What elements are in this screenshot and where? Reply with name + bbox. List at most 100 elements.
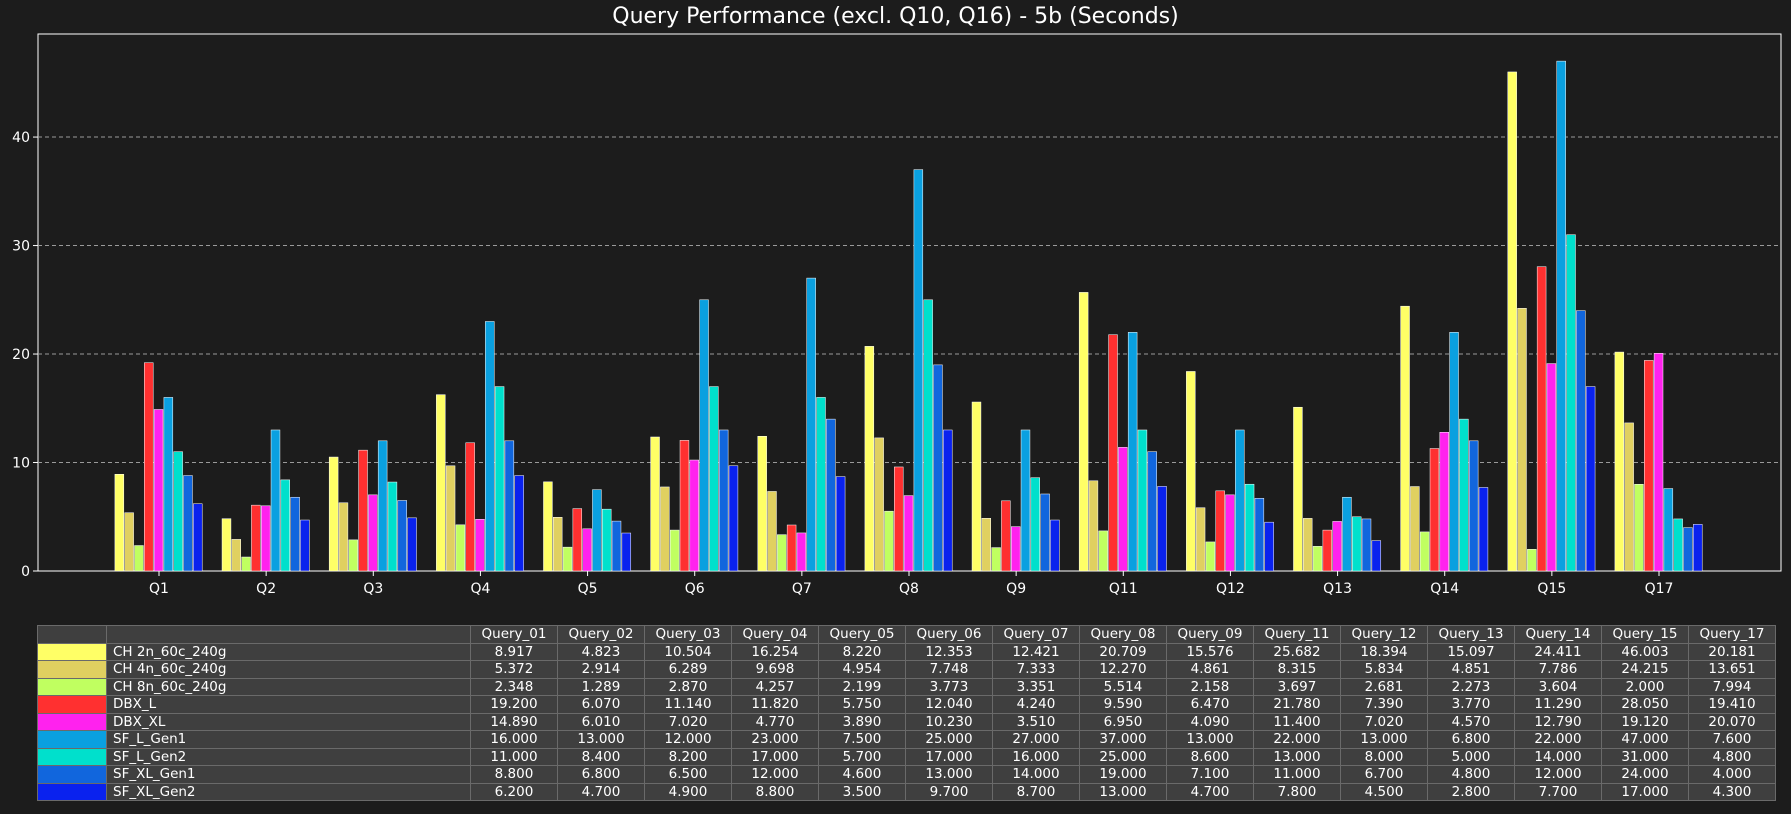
series-name: DBX_XL [106,712,471,731]
bar [1040,493,1050,572]
bar [1030,477,1040,572]
series-name: CH 8n_60c_240g [106,677,471,696]
table-cell: 3.500 [818,782,906,801]
legend-swatch [37,712,107,731]
x-tick-label: Q6 [685,581,705,597]
table-cell: 13.000 [1253,747,1341,766]
table-cell: 13.000 [1079,782,1167,801]
bar [1157,486,1167,572]
bar [1342,496,1352,572]
bar [1088,480,1099,572]
series-name: SF_L_Gen2 [106,747,471,766]
table-cell: 4.700 [1166,782,1254,801]
bar-chart: 0 10 20 30 40 Q1 Q2 Q3 Q4 Q5 Q6 Q7 Q8 Q9 Q11 Q12 Q13 Q14 Q… [12,33,1782,597]
bar [1361,518,1372,572]
table-cell: 7.020 [1340,712,1428,731]
table-body: CH 2n_60c_240g 8.917 4.823 10.504 16.254 8.22… [37,642,1776,801]
bar [1517,308,1527,572]
bar [1225,494,1235,572]
y-tick-label: 30 [12,239,30,255]
bar [1585,386,1596,572]
bar [494,386,505,572]
table-cell: 5.000 [1427,747,1515,766]
series-name: SF_L_Gen1 [106,730,471,749]
bar [1195,507,1206,572]
table-cell: 4.800 [1427,765,1515,784]
table-column-header: Query_06 [905,625,993,644]
bar [826,418,836,572]
bar [260,505,271,572]
table-cell: 11.290 [1514,695,1602,714]
table-cell: 4.900 [644,782,732,801]
table-column-header: Query_15 [1601,625,1689,644]
table-cell: 7.390 [1340,695,1428,714]
table-row: CH 4n_60c_240g 5.372 2.914 6.289 9.698 4.954 7… [37,660,1776,679]
bar [757,436,767,572]
bar [1449,332,1459,572]
x-tick-label: Q1 [149,581,169,597]
table-cell: 4.300 [1688,782,1776,801]
table-cell: 4.700 [557,782,645,801]
table-cell: 4.257 [731,677,819,696]
table-cell: 7.500 [818,730,906,749]
x-tick-label: Q8 [899,581,919,597]
bar [231,539,241,572]
bar [777,534,787,572]
table-cell: 12.421 [992,642,1080,661]
table-cell: 8.220 [818,642,906,661]
table-cell: 24.411 [1514,642,1602,661]
table-cell: 7.100 [1166,765,1254,784]
table-cell: 24.215 [1601,660,1689,679]
bar [114,474,125,572]
bar [1303,518,1313,572]
table-cell: 6.700 [1340,765,1428,784]
bar [290,496,300,572]
table-cell: 11.820 [731,695,819,714]
legend-swatch [37,747,107,766]
bar [1352,516,1362,572]
bar [728,465,739,572]
table-cell: 13.000 [905,765,993,784]
table-cell: 11.140 [644,695,732,714]
bar [1634,484,1644,572]
table-cell: 16.000 [470,730,558,749]
series-name: CH 4n_60c_240g [106,660,471,679]
table-row: CH 2n_60c_240g 8.917 4.823 10.504 16.254 8.22… [37,642,1776,661]
x-tick-label: Q4 [470,581,490,597]
table-cell: 20.070 [1688,712,1776,731]
table-cell: 8.200 [644,747,732,766]
bar [1536,266,1547,572]
table-cell: 5.700 [818,747,906,766]
bar [1332,521,1342,572]
bar [1576,310,1586,572]
x-tick-label: Q9 [1006,581,1026,597]
bar [348,539,358,572]
table-cell: 3.890 [818,712,906,731]
table-cell: 2.800 [1427,782,1515,801]
bar [562,546,573,572]
table-cell: 8.000 [1340,747,1428,766]
table-cell: 4.770 [731,712,819,731]
bar [991,547,1001,572]
table-column-header: Query_07 [992,625,1080,644]
table-column-header: Query_05 [818,625,906,644]
table-cell: 7.333 [992,660,1080,679]
bar [328,456,339,572]
bar [1468,440,1479,572]
table-cell: 2.158 [1166,677,1254,696]
table-cell: 21.780 [1253,695,1341,714]
table-cell: 16.254 [731,642,819,661]
table-row: DBX_XL 14.890 6.010 7.020 4.770 3.890 10.230 3.… [37,712,1776,731]
bar [884,510,894,572]
table-row: DBX_L 19.200 6.070 11.140 11.820 5.750 12.040 4… [37,695,1776,714]
bar [221,518,232,572]
table-cell: 3.510 [992,712,1080,731]
table-cell: 7.994 [1688,677,1776,696]
table-cell: 17.000 [905,747,993,766]
table-cell: 27.000 [992,730,1080,749]
bar [1127,332,1138,572]
table-cell: 17.000 [1601,782,1689,801]
table-cell: 8.700 [992,782,1080,801]
table-cell: 4.800 [1688,747,1776,766]
table-cell: 4.600 [818,765,906,784]
